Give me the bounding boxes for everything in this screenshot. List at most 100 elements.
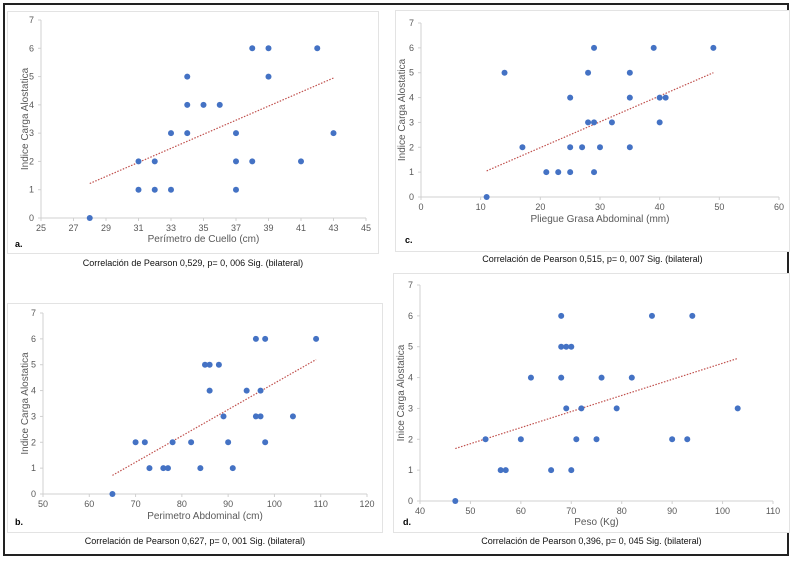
y-tick-label: 5 [408, 342, 413, 352]
x-axis-label-c: Pliegue Grasa Abdominal (mm) [531, 214, 670, 225]
x-tick-label: 60 [774, 202, 784, 212]
y-tick-label: 2 [31, 437, 36, 447]
y-axis-label-d: Inice Carga Alostatica [396, 344, 407, 441]
data-point [558, 343, 565, 350]
x-tick-label: 39 [263, 223, 273, 233]
x-tick-label: 70 [566, 506, 576, 516]
trendline-b [112, 359, 317, 476]
data-point [482, 436, 489, 443]
data-point [146, 465, 153, 472]
data-point [483, 194, 490, 200]
x-tick-label: 120 [359, 499, 374, 509]
data-point [151, 158, 158, 165]
data-point [220, 413, 227, 420]
data-point [135, 158, 142, 165]
data-point [206, 387, 213, 394]
data-point [684, 436, 691, 443]
data-point [188, 439, 195, 446]
data-point [585, 69, 592, 76]
caption-b: Correlación de Pearson 0,627, p= 0, 001 … [84, 536, 306, 546]
data-point [86, 215, 93, 221]
panel-letter-c: c. [405, 235, 413, 245]
y-tick-label: 7 [31, 308, 36, 318]
caption-c: Correlación de Pearson 0,515, p= 0, 007 … [482, 254, 703, 264]
x-tick-label: 100 [715, 506, 730, 516]
y-tick-label: 0 [31, 489, 36, 499]
data-point [734, 405, 741, 412]
data-point [206, 361, 213, 368]
y-tick-label: 6 [31, 334, 36, 344]
x-tick-label: 33 [166, 223, 176, 233]
data-point [497, 467, 504, 474]
data-point [135, 186, 142, 193]
y-tick-label: 3 [29, 128, 34, 138]
data-point [184, 73, 191, 80]
data-point [313, 335, 320, 342]
x-axis-label-d: Peso (Kg) [574, 517, 618, 528]
x-tick-label: 50 [465, 506, 475, 516]
y-tick-label: 5 [31, 360, 36, 370]
data-point [558, 312, 565, 319]
data-point [517, 436, 524, 443]
x-tick-label: 20 [535, 202, 545, 212]
data-point [555, 169, 562, 176]
y-tick-label: 2 [29, 156, 34, 166]
data-point [233, 158, 239, 165]
data-point [597, 144, 603, 151]
data-point [233, 186, 239, 193]
data-point [141, 439, 148, 446]
data-point [558, 374, 565, 381]
data-point [216, 101, 223, 108]
data-point [628, 374, 635, 381]
y-tick-label: 7 [409, 18, 414, 28]
data-point [527, 374, 534, 381]
data-point [563, 343, 570, 350]
data-point [579, 144, 586, 151]
data-point [215, 361, 222, 368]
data-point [568, 343, 575, 350]
x-tick-label: 40 [415, 506, 425, 516]
x-tick-label: 35 [198, 223, 208, 233]
data-point [591, 119, 598, 126]
x-tick-label: 37 [231, 223, 241, 233]
data-point [548, 467, 555, 474]
data-point [184, 130, 191, 137]
x-tick-label: 90 [667, 506, 677, 516]
data-point [262, 439, 269, 446]
y-tick-label: 5 [409, 68, 414, 78]
panel-letter-b: b. [15, 517, 23, 527]
y-tick-label: 1 [409, 167, 414, 177]
data-point [543, 169, 550, 176]
x-tick-label: 110 [314, 499, 328, 509]
data-point [573, 436, 580, 443]
trendline-c [486, 72, 714, 172]
y-tick-label: 0 [409, 192, 414, 202]
x-tick-label: 50 [714, 202, 724, 212]
data-point [613, 405, 620, 412]
data-point [298, 158, 304, 165]
data-point [502, 467, 509, 474]
x-tick-label: 10 [476, 202, 486, 212]
y-tick-label: 1 [408, 465, 413, 475]
x-axis-label-a: Perímetro de Cuello (cm) [148, 234, 260, 245]
data-point [656, 94, 663, 101]
data-point [648, 312, 655, 319]
data-point [593, 436, 600, 443]
data-point [168, 186, 174, 193]
x-tick-label: 41 [296, 223, 306, 233]
data-point [160, 465, 167, 472]
y-tick-label: 5 [29, 72, 34, 82]
x-tick-label: 50 [38, 499, 48, 509]
x-tick-label: 0 [418, 202, 423, 212]
y-tick-label: 0 [408, 496, 413, 506]
data-point [289, 413, 296, 420]
data-point [151, 186, 158, 193]
data-point [262, 335, 269, 342]
data-point [710, 44, 717, 51]
y-axis-label-a: Indice Carga Alostatica [20, 67, 31, 170]
data-point [229, 465, 236, 472]
data-point [184, 101, 191, 108]
